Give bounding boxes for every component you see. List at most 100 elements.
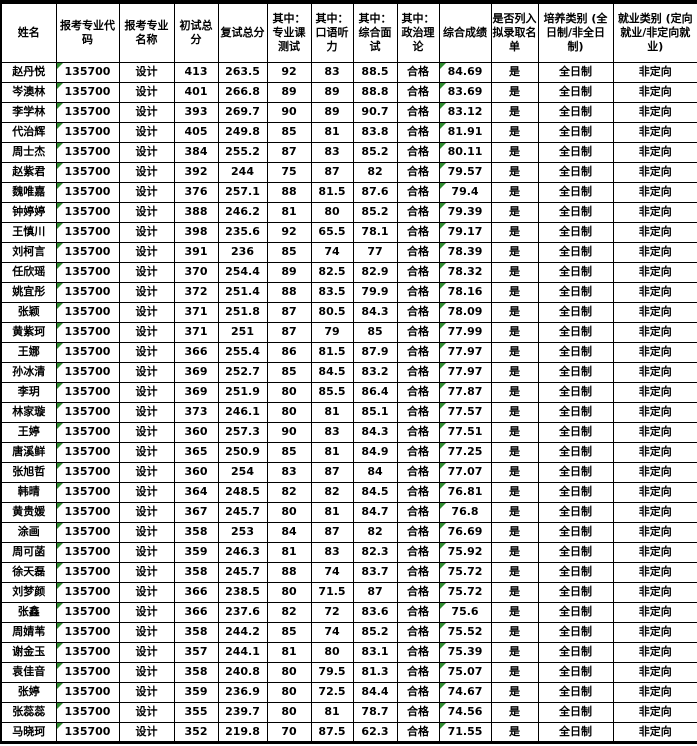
table-row: 孙冰清 135700 设计 369 252.7 85 84.5 83.2 合格 77.97 是全日制…: [0, 361, 697, 383]
cell-initial_total: 352: [173, 721, 219, 744]
cell-error-indicator-icon: [440, 623, 446, 629]
cell-comprehensive_interview: 62.3: [352, 721, 398, 744]
cell-oral_listening: 81.5: [310, 181, 354, 203]
cell-error-indicator-icon: [57, 63, 63, 69]
cell-professional_course_test: 85: [266, 121, 312, 143]
cell-oral_listening: 72: [310, 601, 354, 623]
cell-retest_total: 244.2: [217, 621, 268, 643]
cell-comprehensive_interview: 84.5: [352, 481, 398, 503]
cell-retest_total: 246.2: [217, 201, 268, 223]
cell-name: 黄紫珂: [0, 321, 57, 343]
cell-employment_type: 非定向: [612, 501, 697, 523]
cell-name: 赵丹悦: [0, 61, 57, 83]
cell-retest_total: 253: [217, 521, 268, 543]
cell-employment_type: 非定向: [612, 441, 697, 463]
cell-oral_listening: 89: [310, 101, 354, 123]
cell-professional_course_test: 75: [266, 161, 312, 183]
cell-error-indicator-icon: [57, 463, 63, 469]
cell-error-indicator-icon: [440, 183, 446, 189]
cell-listed_for_admission: 是: [490, 201, 539, 223]
cell-major_name: 设计: [118, 521, 175, 543]
cell-political_theory: 合格: [396, 581, 440, 603]
cell-oral_listening: 85.5: [310, 381, 354, 403]
cell-oral_listening: 87: [310, 461, 354, 483]
cell-comprehensive_interview: 84.7: [352, 501, 398, 523]
cell-oral_listening: 74: [310, 561, 354, 583]
cell-error-indicator-icon: [57, 543, 63, 549]
table-row: 王娜 135700 设计 366 255.4 86 81.5 87.9 合格 77.97 是全日制非…: [0, 341, 697, 363]
table-row: 张鑫 135700 设计 366 237.6 82 72 83.6 合格 75.6 是全日制 非定向: [0, 601, 697, 623]
cell-error-indicator-icon: [440, 663, 446, 669]
cell-major_code: 135700: [55, 321, 120, 343]
cell-major_code: 135700: [55, 661, 120, 683]
cell-name: 韩晴: [0, 481, 57, 503]
cell-error-indicator-icon: [440, 223, 446, 229]
table-row: 姚宜彤 135700 设计 372 251.4 88 83.5 79.9 合格 78.16 是全日制…: [0, 281, 697, 303]
cell-oral_listening: 80: [310, 201, 354, 223]
cell-employment_type: 非定向: [612, 641, 697, 663]
cell-political_theory: 合格: [396, 681, 440, 703]
cell-initial_total: 413: [173, 61, 219, 83]
cell-error-indicator-icon: [57, 323, 63, 329]
cell-oral_listening: 80.5: [310, 301, 354, 323]
cell-oral_listening: 72.5: [310, 681, 354, 703]
cell-error-indicator-icon: [440, 143, 446, 149]
cell-initial_total: 376: [173, 181, 219, 203]
table-row: 谢金玉 135700 设计 357 244.1 81 80 83.1 合格 75.39 是全日制 非定…: [0, 641, 697, 663]
cell-name: 岑澳林: [0, 81, 57, 103]
cell-employment_type: 非定向: [612, 381, 697, 403]
cell-oral_listening: 81: [310, 401, 354, 423]
table-row: 任欣瑶 135700 设计 370 254.4 89 82.5 82.9 合格 78.32 是全日制…: [0, 261, 697, 283]
cell-professional_course_test: 80: [266, 381, 312, 403]
cell-major_name: 设计: [118, 401, 175, 423]
cell-major_name: 设计: [118, 701, 175, 723]
cell-oral_listening: 74: [310, 241, 354, 263]
cell-retest_total: 255.2: [217, 141, 268, 163]
cell-training_type: 全日制: [537, 61, 614, 83]
cell-political_theory: 合格: [396, 381, 440, 403]
cell-retest_total: 251.4: [217, 281, 268, 303]
cell-error-indicator-icon: [57, 203, 63, 209]
column-header-comprehensive_score: 综合成绩: [438, 0, 492, 63]
cell-name: 王慎川: [0, 221, 57, 243]
cell-error-indicator-icon: [440, 583, 446, 589]
cell-oral_listening: 83: [310, 61, 354, 83]
cell-initial_total: 367: [173, 501, 219, 523]
cell-comprehensive_score: 77.57: [438, 401, 492, 423]
cell-initial_total: 366: [173, 341, 219, 363]
cell-initial_total: 360: [173, 461, 219, 483]
cell-retest_total: 269.7: [217, 101, 268, 123]
cell-political_theory: 合格: [396, 401, 440, 423]
cell-comprehensive_interview: 84.9: [352, 441, 398, 463]
cell-name: 徐天磊: [0, 561, 57, 583]
table-row: 王慎川 135700 设计 398 235.6 92 65.5 78.1 合格 79.17 是全日制…: [0, 221, 697, 243]
cell-major_name: 设计: [118, 421, 175, 443]
column-header-name: 姓名: [0, 0, 57, 63]
cell-error-indicator-icon: [440, 303, 446, 309]
cell-professional_course_test: 92: [266, 61, 312, 83]
cell-comprehensive_score: 77.97: [438, 361, 492, 383]
cell-comprehensive_interview: 83.7: [352, 561, 398, 583]
column-header-professional_course_test: 其中：专业课测试: [266, 0, 312, 63]
cell-employment_type: 非定向: [612, 601, 697, 623]
cell-error-indicator-icon: [440, 323, 446, 329]
cell-comprehensive_interview: 83.6: [352, 601, 398, 623]
cell-oral_listening: 74: [310, 621, 354, 643]
cell-initial_total: 392: [173, 161, 219, 183]
table-row: 林家璇 135700 设计 373 246.1 80 81 85.1 合格 77.57 是全日制 非定…: [0, 401, 697, 423]
cell-error-indicator-icon: [440, 63, 446, 69]
cell-comprehensive_interview: 81.3: [352, 661, 398, 683]
cell-error-indicator-icon: [57, 503, 63, 509]
cell-comprehensive_interview: 83.8: [352, 121, 398, 143]
cell-initial_total: 357: [173, 641, 219, 663]
cell-political_theory: 合格: [396, 541, 440, 563]
cell-retest_total: 255.4: [217, 341, 268, 363]
cell-comprehensive_interview: 84.4: [352, 681, 398, 703]
cell-comprehensive_interview: 88.5: [352, 61, 398, 83]
cell-major_name: 设计: [118, 181, 175, 203]
cell-political_theory: 合格: [396, 461, 440, 483]
cell-political_theory: 合格: [396, 281, 440, 303]
cell-professional_course_test: 82: [266, 601, 312, 623]
cell-error-indicator-icon: [440, 543, 446, 549]
cell-comprehensive_score: 75.72: [438, 581, 492, 603]
